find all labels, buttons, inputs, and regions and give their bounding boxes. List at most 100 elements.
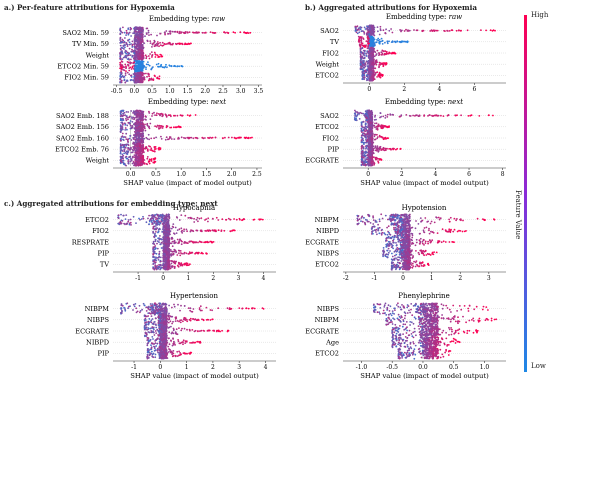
- shap-point: [151, 54, 154, 57]
- shap-point: [369, 126, 371, 129]
- shap-point: [371, 138, 373, 141]
- shap-point: [125, 65, 127, 68]
- shap-point: [120, 58, 122, 60]
- shap-point: [126, 128, 128, 131]
- shap-point: [143, 137, 146, 140]
- shap-point: [122, 26, 124, 29]
- shap-point: [361, 77, 364, 80]
- shap-point: [138, 34, 141, 37]
- shap-point: [120, 110, 123, 113]
- shap-point: [141, 64, 144, 67]
- shap-point: [131, 121, 134, 123]
- shap-point: [120, 67, 123, 70]
- shap-point: [368, 78, 371, 81]
- shap-point: [155, 53, 157, 56]
- shap-point: [124, 129, 127, 131]
- shap-point: [384, 114, 387, 117]
- shap-point: [372, 61, 375, 64]
- shap-point: [368, 35, 371, 38]
- shap-point: [144, 35, 146, 38]
- shap-point: [202, 137, 205, 140]
- shap-point: [126, 153, 129, 156]
- shap-point: [443, 29, 445, 32]
- shap-point: [249, 31, 252, 34]
- shap-point: [373, 119, 376, 121]
- shap-point: [130, 110, 133, 112]
- feature-label: SAO2 Emb. 160: [56, 134, 109, 142]
- shap-point: [134, 30, 137, 33]
- shap-point: [122, 45, 125, 47]
- shap-point: [372, 42, 375, 45]
- chart-title: Embedding type: raw: [386, 13, 462, 21]
- shap-point: [372, 25, 375, 28]
- shap-point: [123, 44, 126, 46]
- shap-point: [170, 126, 173, 129]
- shap-point: [361, 55, 364, 58]
- shap-point: [134, 74, 137, 77]
- shap-point: [363, 132, 366, 135]
- shap-point: [152, 79, 155, 81]
- shap-point: [134, 136, 136, 139]
- shap-point: [119, 139, 122, 142]
- shap-point: [134, 113, 137, 116]
- shap-point: [120, 149, 122, 151]
- shap-point: [356, 25, 359, 28]
- shap-point: [156, 34, 158, 37]
- shap-point: [371, 125, 374, 128]
- shap-point: [134, 143, 137, 146]
- shap-point: [123, 150, 126, 153]
- shap-point: [393, 40, 396, 43]
- shap-point: [148, 127, 151, 130]
- shap-point: [127, 148, 129, 150]
- shap-point: [239, 31, 242, 34]
- shap-point: [160, 54, 163, 56]
- shap-point: [379, 29, 382, 32]
- shap-point: [146, 163, 149, 166]
- shap-point: [141, 132, 143, 135]
- shap-point: [149, 118, 152, 121]
- shap-point: [136, 74, 139, 77]
- shap-point: [131, 46, 134, 48]
- shap-point: [491, 30, 494, 32]
- shap-point: [135, 148, 138, 151]
- x-tick-label: 1.5: [202, 171, 212, 178]
- shap-point: [150, 137, 153, 140]
- shap-point: [125, 117, 127, 120]
- shap-point: [186, 31, 189, 34]
- shap-point: [148, 73, 150, 76]
- shap-point: [148, 125, 151, 128]
- shap-point: [144, 129, 147, 132]
- shap-point: [194, 114, 197, 116]
- shap-point: [136, 138, 139, 141]
- shap-point: [150, 160, 153, 162]
- shap-point: [367, 140, 370, 143]
- shap-point: [165, 63, 167, 66]
- shap-point: [141, 49, 144, 52]
- shap-point: [133, 64, 136, 67]
- shap-point: [132, 110, 135, 113]
- shap-point: [146, 27, 149, 30]
- shap-point: [459, 29, 462, 32]
- shap-point: [171, 30, 174, 33]
- shap-point: [359, 50, 362, 52]
- shap-point: [169, 136, 172, 139]
- shap-point: [187, 136, 190, 139]
- shap-point: [167, 32, 170, 35]
- shap-point: [227, 136, 230, 139]
- shap-point: [226, 31, 228, 34]
- shap-point: [168, 114, 171, 117]
- shap-point: [134, 28, 136, 31]
- shap-point: [127, 39, 129, 42]
- shap-point: [121, 50, 123, 52]
- shap-point: [120, 72, 123, 74]
- shap-point: [137, 49, 140, 52]
- shap-point: [125, 29, 128, 32]
- shap-point: [196, 137, 199, 140]
- shap-point: [382, 115, 385, 118]
- shap-point: [371, 141, 374, 144]
- x-tick-label: 1.0: [176, 171, 186, 178]
- shap-point: [364, 70, 366, 73]
- shap-point: [127, 111, 130, 113]
- shap-point: [363, 54, 365, 57]
- shap-point: [178, 65, 181, 68]
